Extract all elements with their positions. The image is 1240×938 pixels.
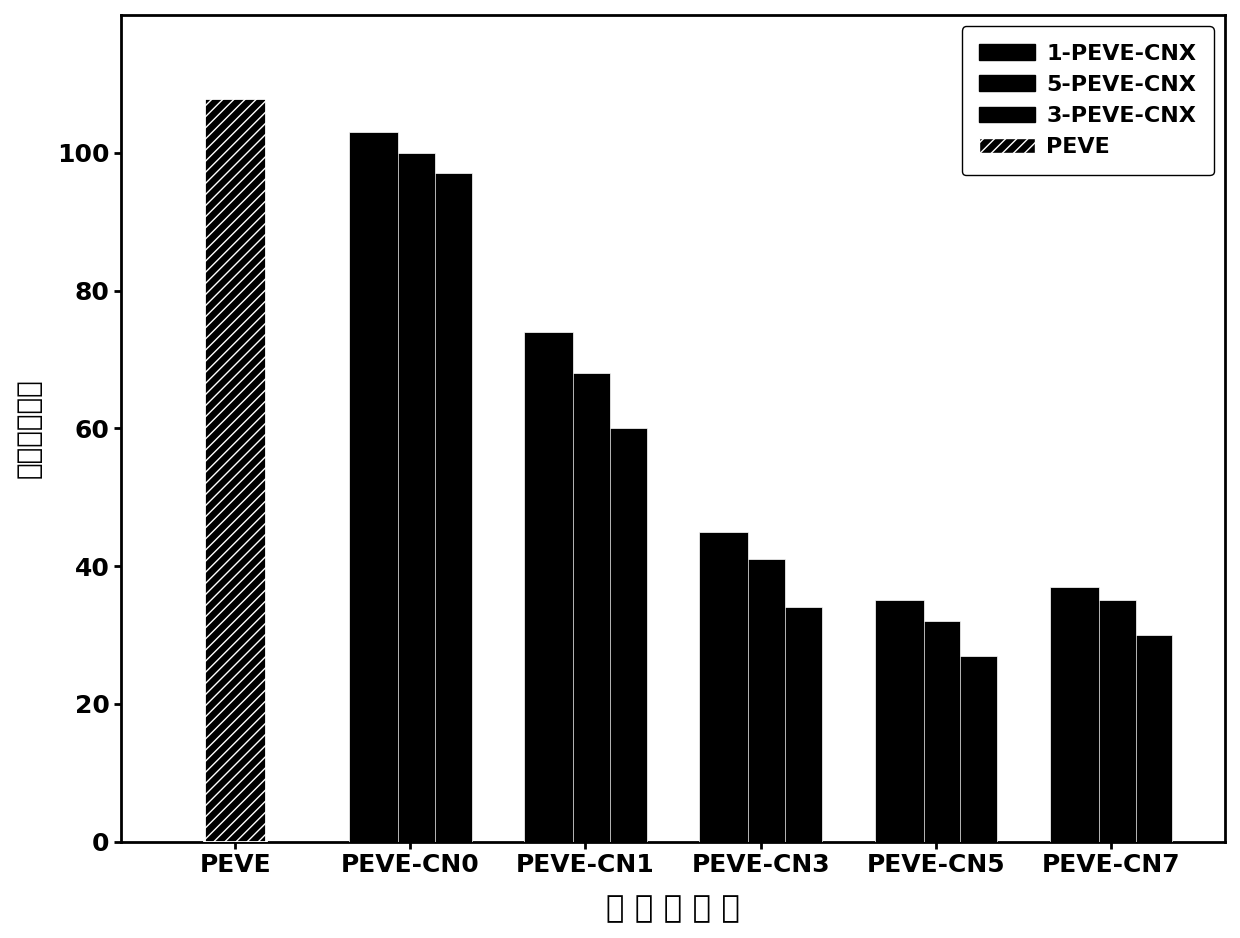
Legend: 1-PEVE-CNX, 5-PEVE-CNX, 3-PEVE-CNX, PEVE: 1-PEVE-CNX, 5-PEVE-CNX, 3-PEVE-CNX, PEVE — [962, 26, 1214, 175]
Bar — [874, 600, 924, 841]
Bar — [386, 153, 435, 841]
Bar — [773, 607, 822, 841]
Bar — [949, 656, 997, 841]
Bar — [911, 621, 961, 841]
Bar — [1050, 586, 1099, 841]
Bar — [598, 429, 647, 841]
Bar — [737, 559, 785, 841]
Bar — [699, 532, 749, 841]
Bar — [1123, 635, 1173, 841]
Bar — [348, 132, 398, 841]
Y-axis label: 菌落数目／个: 菌落数目／个 — [15, 378, 43, 478]
Bar — [525, 332, 573, 841]
X-axis label: 培 养 盘 编 号: 培 养 盘 编 号 — [606, 894, 740, 923]
Bar — [560, 373, 610, 841]
Bar — [1086, 600, 1136, 841]
Bar — [423, 174, 471, 841]
Bar — [205, 98, 265, 841]
